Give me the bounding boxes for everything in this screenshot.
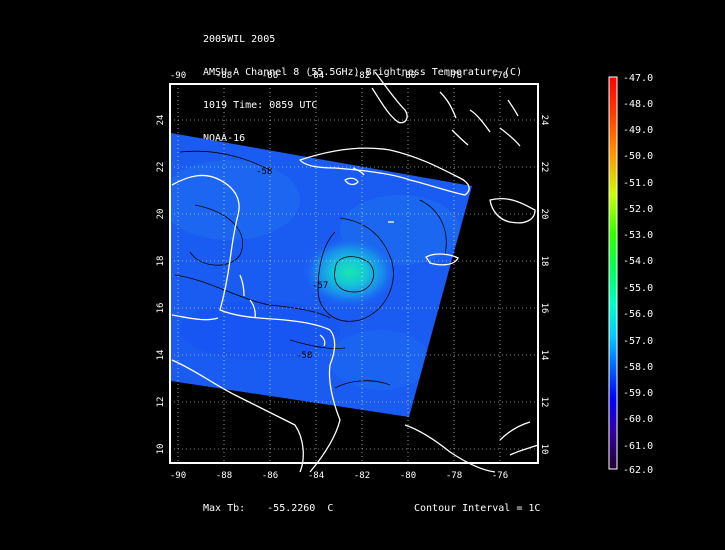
colorbar-label: -52.0	[623, 204, 653, 215]
lon-tick: -80	[400, 71, 416, 81]
lat-tick: 14	[156, 350, 166, 361]
colorbar-label: -59.0	[623, 388, 653, 399]
satellite-title: NOAA-16	[203, 133, 246, 144]
lon-tick: -84	[308, 71, 324, 81]
colorbar-label: -54.0	[623, 256, 653, 267]
colorbar-label: -55.0	[623, 283, 653, 294]
colorbar-label: -62.0	[623, 465, 653, 476]
lon-tick: -88	[216, 471, 232, 481]
lat-tick: 18	[156, 256, 166, 267]
contour-label: -58	[256, 167, 272, 177]
colorbar-label: -53.0	[623, 230, 653, 241]
colorbar: -47.0 -48.0 -49.0 -50.0 -51.0 -52.0 -53.…	[608, 73, 653, 476]
max-tb-value: -55.2260	[267, 503, 316, 514]
time-title: 1019 Time: 0859 UTC	[203, 100, 318, 111]
colorbar-label: -60.0	[623, 414, 653, 425]
lon-tick: -88	[216, 71, 232, 81]
lat-tick: 14	[539, 350, 549, 361]
colorbar-label: -47.0	[623, 73, 653, 84]
lon-tick: -84	[308, 471, 324, 481]
lat-lon-grid	[170, 84, 538, 463]
lat-tick: 24	[156, 115, 166, 126]
contour-label: -57	[312, 281, 328, 291]
lon-tick: -86	[262, 471, 278, 481]
left-lat-labels: 10 12 14 16 18 20 22 24	[156, 115, 166, 455]
contour-lines	[174, 150, 447, 389]
colorbar-label: -49.0	[623, 125, 653, 136]
lat-tick: 20	[539, 209, 549, 220]
lat-tick: 24	[539, 115, 549, 126]
lon-tick: -82	[354, 71, 370, 81]
right-lat-labels: 10 12 14 16 18 20 22 24	[539, 115, 549, 455]
contour-interval: Contour Interval = 1C	[414, 503, 541, 514]
max-tb-readout: Max Tb: -55.2260 C	[203, 503, 333, 514]
colorbar-label: -58.0	[623, 362, 653, 373]
lon-tick: -78	[446, 471, 462, 481]
lat-tick: 18	[539, 256, 549, 267]
lat-tick: 20	[156, 209, 166, 220]
lon-tick: -86	[262, 71, 278, 81]
colorbar-label: -56.0	[623, 309, 653, 320]
figure-header: 2005WIL 2005 AMSU-A Channel 8 (55.5GHz) …	[203, 12, 522, 155]
lon-tick: -90	[170, 71, 186, 81]
channel-title: AMSU-A Channel 8 (55.5GHz) Brightness Te…	[203, 67, 523, 78]
contour-label: -58	[296, 351, 312, 361]
swath-texture	[171, 160, 460, 390]
lat-tick: 16	[539, 303, 549, 314]
map-frame	[169, 83, 539, 464]
colorbar-gradient	[608, 76, 618, 470]
lon-tick: -76	[492, 71, 508, 81]
lon-tick: -78	[446, 71, 462, 81]
colorbar-label: -61.0	[623, 441, 653, 452]
lon-tick: -82	[354, 471, 370, 481]
lon-tick: -90	[170, 471, 186, 481]
lat-tick: 10	[156, 444, 166, 455]
colorbar-label: -50.0	[623, 151, 653, 162]
bottom-lon-labels: -90 -88 -86 -84 -82 -80 -78 -76	[170, 471, 508, 481]
lat-tick: 22	[539, 162, 549, 173]
max-tb-label: Max Tb:	[203, 503, 246, 514]
lat-tick: 22	[156, 162, 166, 173]
storm-title: 2005WIL 2005	[203, 34, 276, 45]
lat-tick: 16	[156, 303, 166, 314]
colorbar-label: -48.0	[623, 99, 653, 110]
top-lon-labels: -90 -88 -86 -84 -82 -80 -78 -76	[170, 71, 508, 81]
colorbar-label: -57.0	[623, 336, 653, 347]
lat-tick: 12	[156, 397, 166, 408]
lon-tick: -80	[400, 471, 416, 481]
lat-tick: 10	[539, 444, 549, 455]
lat-tick: 12	[539, 397, 549, 408]
lon-tick: -76	[492, 471, 508, 481]
max-tb-unit: C	[327, 503, 334, 514]
colorbar-label: -51.0	[623, 178, 653, 189]
